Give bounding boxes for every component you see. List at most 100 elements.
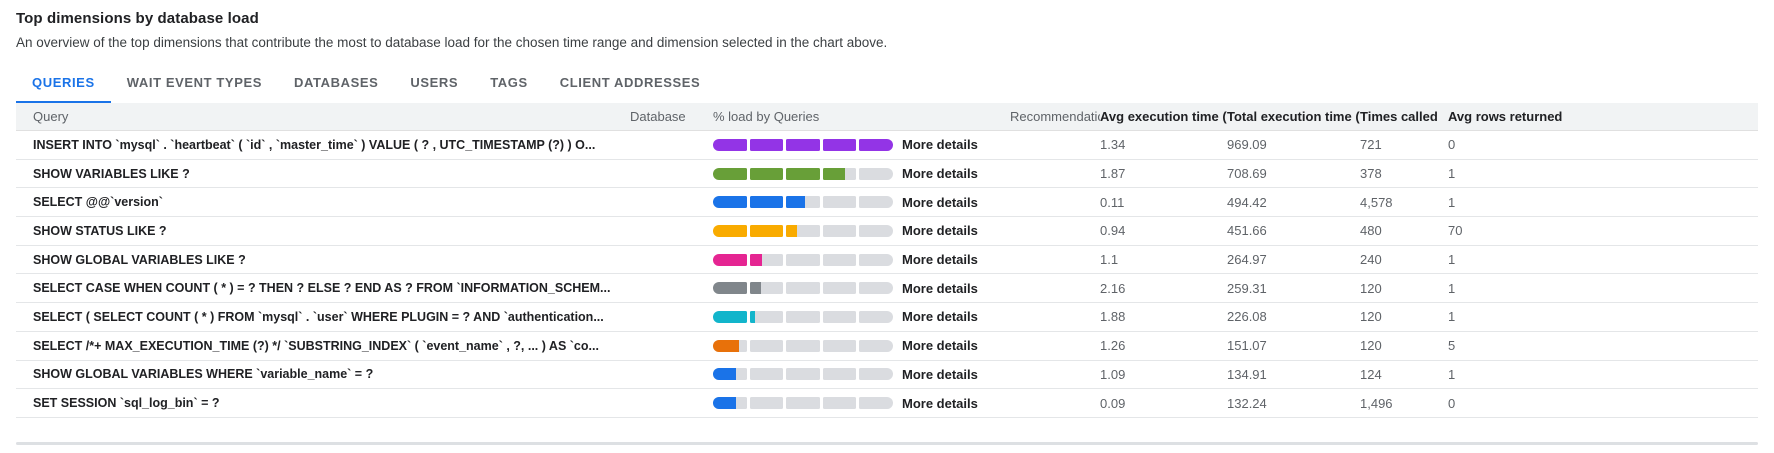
avg-execution-time-cell: 1.1 [1100, 252, 1119, 268]
avg-rows-returned-cell: 0 [1448, 137, 1456, 153]
load-bar-segment [749, 397, 784, 410]
column-header-times-called[interactable]: Times called [1360, 109, 1438, 124]
times-called-cell: 120 [1360, 309, 1382, 325]
table-body: INSERT INTO `mysql` . `heartbeat` ( `id`… [16, 131, 1758, 418]
avg-execution-time-cell: 1.09 [1100, 366, 1126, 382]
column-header-avg-rows-returned[interactable]: Avg rows returned [1448, 109, 1563, 124]
load-bar-segment [786, 310, 820, 323]
tab-tags[interactable]: TAGS [490, 75, 528, 90]
table-row: SELECT @@`version` More details 0.11 494… [16, 188, 1758, 218]
tab-client-addresses[interactable]: CLIENT ADDRESSES [559, 75, 701, 90]
load-bar-segment [786, 282, 820, 295]
load-bar-segment [786, 253, 820, 266]
load-bar-segment [859, 339, 893, 352]
more-details-link[interactable]: More details [902, 252, 978, 268]
avg-rows-returned-cell: 1 [1448, 366, 1456, 382]
column-header-avg-execution-time[interactable]: Avg execution time (ms) [1100, 109, 1227, 124]
total-execution-time-cell: 259.31 [1227, 280, 1267, 296]
query-text[interactable]: SHOW GLOBAL VARIABLES WHERE `variable_na… [33, 367, 374, 382]
query-text[interactable]: SHOW GLOBAL VARIABLES LIKE ? [33, 252, 246, 267]
column-header-recommendations[interactable]: Recommendations [1010, 109, 1100, 124]
more-details-link[interactable]: More details [902, 338, 978, 354]
more-details-link[interactable]: More details [902, 223, 978, 239]
page-title: Top dimensions by database load [16, 10, 259, 27]
query-text[interactable]: SHOW VARIABLES LIKE ? [33, 166, 190, 181]
page-description: An overview of the top dimensions that c… [16, 35, 888, 50]
total-execution-time-cell: 151.07 [1227, 338, 1267, 354]
load-bar-segment [859, 138, 893, 151]
load-bar-segment [713, 196, 747, 209]
tab-users[interactable]: USERS [410, 75, 459, 90]
query-text[interactable]: SELECT ( SELECT COUNT ( * ) FROM `mysql`… [33, 309, 604, 324]
more-details-link[interactable]: More details [902, 280, 978, 296]
load-cell: More details [713, 367, 995, 382]
avg-execution-time-cell: 0.11 [1100, 194, 1125, 210]
load-bar-segment [822, 310, 857, 323]
query-text[interactable]: SELECT CASE WHEN COUNT ( * ) = ? THEN ? … [33, 281, 611, 296]
load-bar-segment [713, 224, 747, 237]
load-bar-segment [859, 310, 893, 323]
load-bar-segment [786, 368, 820, 381]
total-execution-time-cell: 708.69 [1227, 166, 1267, 182]
total-execution-time-cell: 226.08 [1227, 309, 1267, 325]
table-row: SET SESSION `sql_log_bin` = ? More detai… [16, 389, 1758, 418]
load-bar-segment [786, 196, 820, 209]
tab-wait-event-types[interactable]: WAIT EVENT TYPES [126, 75, 263, 90]
query-text[interactable]: SHOW STATUS LIKE ? [33, 223, 167, 238]
more-details-link[interactable]: More details [902, 366, 978, 382]
load-cell: More details [713, 195, 995, 210]
avg-rows-returned-cell: 1 [1448, 166, 1456, 182]
times-called-cell: 480 [1360, 223, 1382, 239]
load-bar-segment [786, 397, 820, 410]
query-text[interactable]: INSERT INTO `mysql` . `heartbeat` ( `id`… [33, 137, 596, 152]
load-bar-segment [786, 167, 820, 180]
avg-rows-returned-cell: 0 [1448, 395, 1456, 411]
load-bar [713, 368, 893, 381]
load-bar [713, 253, 893, 266]
query-text[interactable]: SET SESSION `sql_log_bin` = ? [33, 396, 220, 411]
load-cell: More details [713, 223, 995, 238]
load-bar-segment [822, 224, 857, 237]
total-execution-time-cell: 494.42 [1227, 194, 1267, 210]
total-execution-time-cell: 132.24 [1227, 395, 1267, 411]
load-bar-segment [859, 368, 893, 381]
load-bar-segment [749, 224, 784, 237]
more-details-link[interactable]: More details [902, 166, 978, 182]
load-bar [713, 310, 893, 323]
load-bar-segment [822, 282, 857, 295]
load-bar-segment [822, 167, 857, 180]
more-details-link[interactable]: More details [902, 309, 978, 325]
total-execution-time-cell: 969.09 [1227, 137, 1267, 153]
avg-rows-returned-cell: 1 [1448, 280, 1456, 296]
more-details-link[interactable]: More details [902, 194, 978, 210]
avg-execution-time-cell: 1.26 [1100, 338, 1126, 354]
total-execution-time-cell: 264.97 [1227, 252, 1267, 268]
dimension-tabs: QUERIES WAIT EVENT TYPES DATABASES USERS TAG… [16, 66, 1758, 103]
more-details-link[interactable]: More details [902, 137, 978, 153]
column-header-query[interactable]: Query [33, 109, 69, 124]
load-bar-segment [713, 253, 747, 266]
top-queries-table: Query Database % load by Queries Recomme… [16, 103, 1758, 418]
load-bar-segment [786, 138, 820, 151]
table-row: SHOW GLOBAL VARIABLES WHERE `variable_na… [16, 361, 1758, 390]
avg-execution-time-cell: 0.09 [1100, 395, 1126, 411]
load-bar-segment [786, 339, 820, 352]
load-bar-segment [822, 339, 857, 352]
query-text[interactable]: SELECT @@`version` [33, 195, 163, 210]
query-text[interactable]: SELECT /*+ MAX_EXECUTION_TIME (?) */ `SU… [33, 338, 599, 353]
times-called-cell: 1,496 [1360, 395, 1393, 411]
table-row: INSERT INTO `mysql` . `heartbeat` ( `id`… [16, 131, 1758, 160]
tab-databases[interactable]: DATABASES [294, 75, 379, 90]
horizontal-scrollbar[interactable] [16, 441, 1758, 445]
avg-execution-time-cell: 1.34 [1100, 137, 1126, 153]
load-bar-segment [713, 368, 747, 381]
table-row: SHOW STATUS LIKE ? More details 0.94 451… [16, 217, 1758, 246]
load-bar-segment [859, 253, 893, 266]
column-header-database[interactable]: Database [630, 109, 686, 124]
tab-queries[interactable]: QUERIES [16, 66, 111, 103]
column-header-total-execution-time[interactable]: Total execution time (ms)↓ [1227, 108, 1360, 125]
times-called-cell: 124 [1360, 366, 1382, 382]
more-details-link[interactable]: More details [902, 395, 978, 411]
column-header-load[interactable]: % load by Queries [713, 109, 820, 124]
